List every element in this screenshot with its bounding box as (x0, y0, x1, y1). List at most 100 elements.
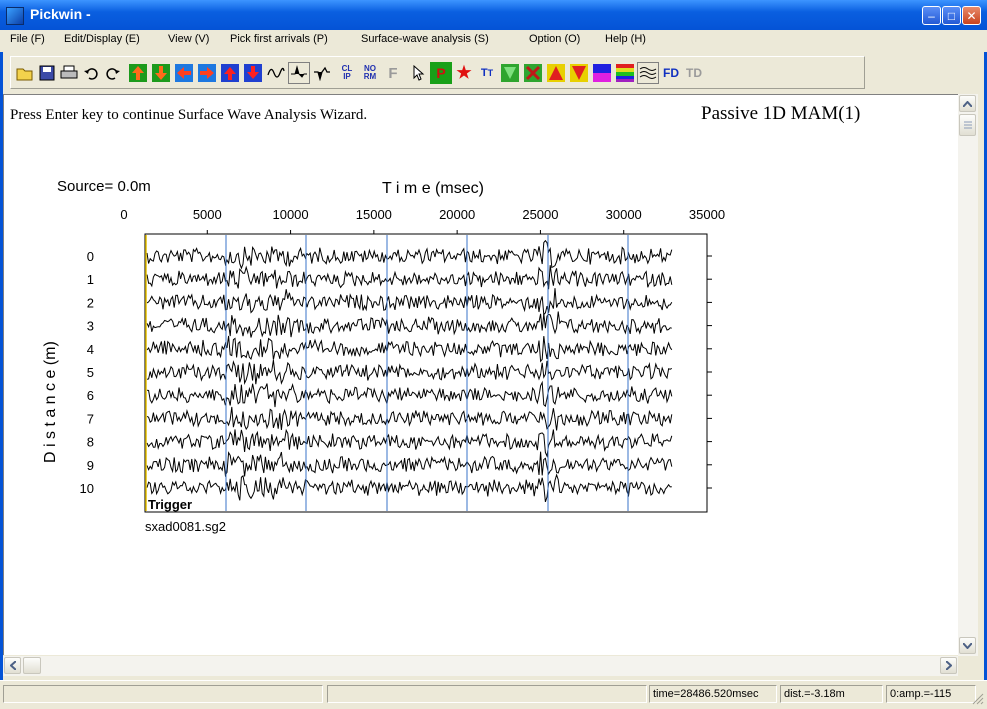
window-title: Pickwin - (30, 6, 91, 22)
window-frame-left (0, 30, 3, 708)
maximize-button[interactable]: □ (942, 6, 961, 25)
scroll-right-button[interactable] (940, 657, 957, 674)
redo-icon[interactable] (102, 62, 124, 84)
filter-icon[interactable]: F (388, 64, 398, 82)
plot-frame (144, 233, 708, 513)
source-label: Source= 0.0m (57, 178, 151, 195)
distance-tick-label: 9 (87, 458, 94, 473)
status-pane-blank (327, 685, 647, 703)
menu-surface-wave-analysis[interactable]: Surface-wave analysis (S) (361, 33, 489, 45)
distance-tick-label: 0 (87, 249, 94, 264)
seismic-trace (146, 335, 673, 363)
clip-icon[interactable]: CL IP (341, 64, 353, 81)
p-icon[interactable]: P (430, 62, 452, 84)
vertical-scrollbar[interactable] (958, 94, 978, 656)
trigger-label: Trigger (148, 497, 192, 512)
wizard-instruction: Press Enter key to continue Surface Wave… (10, 107, 368, 123)
distance-tick-label: 8 (87, 435, 94, 450)
seismogram-plot[interactable]: Source= 0.0m T i m e (msec) D i s t a n … (4, 95, 959, 655)
scroll-up-button[interactable] (959, 95, 976, 112)
pick-down-arrow-icon[interactable] (150, 62, 172, 84)
time-tick-label: 35000 (689, 207, 725, 222)
distance-tick-label: 10 (80, 481, 94, 496)
variable-area-icon[interactable] (288, 62, 310, 84)
menu-bar: File (F) Edit/Display (E) View (V) Pick … (0, 30, 987, 52)
menu-edit-display[interactable]: Edit/Display (E) (64, 33, 140, 45)
seismic-trace (146, 288, 673, 316)
time-tick-label: 5000 (193, 207, 222, 222)
shift-down-icon[interactable] (242, 62, 264, 84)
seismic-trace (146, 451, 673, 478)
color-bar-icon[interactable] (591, 62, 613, 84)
scroll-down-button[interactable] (959, 637, 976, 654)
resize-grip-icon[interactable] (972, 693, 984, 705)
wiggle-trace-icon[interactable] (265, 62, 287, 84)
pick-up-arrow-icon[interactable] (127, 62, 149, 84)
undo-icon[interactable] (80, 62, 102, 84)
seismic-trace (146, 239, 673, 270)
shift-up-icon[interactable] (219, 62, 241, 84)
time-tick-label: 15000 (356, 207, 392, 222)
delete-x-icon[interactable] (522, 62, 544, 84)
seismic-trace (146, 265, 673, 290)
app-icon (6, 7, 24, 25)
distance-tick-label: 5 (87, 365, 94, 380)
close-button[interactable]: ✕ (962, 6, 981, 25)
fd-icon[interactable]: FD (663, 66, 679, 80)
status-pane-message (3, 685, 323, 703)
seismic-trace (146, 380, 673, 408)
pick-right-arrow-icon[interactable] (196, 62, 218, 84)
hscroll-thumb[interactable] (23, 657, 41, 674)
seismic-trace (146, 473, 672, 503)
wave-display-icon[interactable] (637, 62, 659, 84)
minimize-button[interactable]: – (922, 6, 941, 25)
seismic-trace (146, 360, 673, 386)
scroll-thumb[interactable] (959, 114, 976, 136)
td-icon[interactable]: TD (686, 66, 702, 80)
distance-axis-label: D i s t a n c e (m) (42, 341, 59, 463)
color-scale-icon[interactable] (614, 62, 636, 84)
scroll-left-button[interactable] (4, 657, 21, 674)
pointer-icon[interactable] (407, 62, 429, 84)
time-tick-label: 25000 (522, 207, 558, 222)
distance-tick-label: 1 (87, 272, 94, 287)
seismogram-view[interactable]: Press Enter key to continue Surface Wave… (3, 94, 959, 655)
distance-tick-label: 3 (87, 319, 94, 334)
status-distance: dist.=-3.18m (780, 685, 883, 703)
distance-tick-label: 6 (87, 388, 94, 403)
green-check-icon[interactable] (499, 62, 521, 84)
pick-left-arrow-icon[interactable] (173, 62, 195, 84)
distance-tick-label: 2 (87, 295, 94, 310)
status-amplitude: 0:amp.=-115 (886, 685, 976, 703)
analysis-mode-label: Passive 1D MAM(1) (701, 103, 861, 124)
scroll-corner (958, 656, 978, 676)
seismic-trace (146, 406, 673, 431)
time-tick-label: 0 (120, 207, 127, 222)
time-tick-label: 30000 (606, 207, 642, 222)
menu-option[interactable]: Option (O) (529, 33, 581, 45)
menu-view[interactable]: View (V) (168, 33, 210, 45)
menu-pick-first-arrivals[interactable]: Pick first arrivals (P) (230, 33, 328, 45)
normalize-icon[interactable]: NO RM (363, 64, 377, 81)
print-icon[interactable] (58, 62, 80, 84)
seismic-trace (146, 428, 673, 458)
horizontal-scrollbar[interactable] (3, 656, 958, 676)
negative-area-icon[interactable] (311, 62, 333, 84)
star-icon[interactable]: ★ (456, 63, 472, 82)
distance-tick-label: 7 (87, 411, 94, 426)
menu-file[interactable]: File (F) (10, 33, 45, 45)
open-icon[interactable] (14, 62, 36, 84)
time-tick-label: 20000 (439, 207, 475, 222)
title-bar: Pickwin - – □ ✕ (0, 0, 987, 30)
time-axis-label: T i m e (msec) (382, 180, 484, 197)
window-frame-right (984, 30, 987, 708)
status-time: time=28486.520msec (649, 685, 777, 703)
save-icon[interactable] (36, 62, 58, 84)
triangle-up-icon[interactable] (545, 62, 567, 84)
status-bar: time=28486.520msec dist.=-3.18m 0:amp.=-… (0, 680, 987, 709)
triangle-down-icon[interactable] (568, 62, 590, 84)
time-tick-label: 10000 (272, 207, 308, 222)
menu-help[interactable]: Help (H) (605, 33, 646, 45)
